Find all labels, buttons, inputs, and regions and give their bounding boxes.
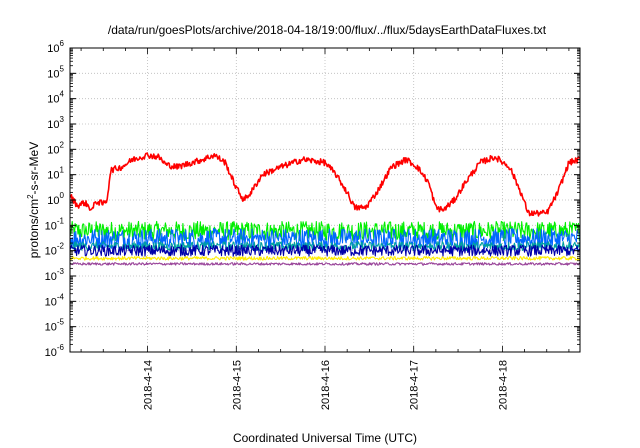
y-tick-exponent: -1: [57, 216, 65, 225]
y-tick-exponent: 4: [60, 90, 65, 99]
y-tick-exponent: 5: [60, 64, 65, 73]
y-tick-exponent: 0: [60, 191, 65, 200]
y-tick-base: 10: [47, 43, 59, 55]
y-tick-label: 10-3: [45, 267, 65, 283]
y-tick-label: 10-5: [45, 318, 65, 334]
y-tick-exponent: -2: [57, 242, 65, 251]
y-tick-base: 10: [45, 322, 57, 334]
y-axis-label: protons/cm2-s-sr-MeV: [26, 142, 41, 258]
series-line-5: [69, 255, 581, 261]
y-tick-exponent: 2: [60, 140, 65, 149]
x-tick-label: 2018-4-18: [497, 360, 509, 410]
y-tick-base: 10: [47, 68, 59, 80]
x-axis-label: Coordinated Universal Time (UTC): [233, 431, 417, 445]
y-tick-label: 100: [47, 191, 64, 207]
y-tick-label: 10-4: [45, 292, 65, 308]
y-tick-base: 10: [47, 170, 59, 182]
y-tick-exponent: -6: [57, 343, 65, 352]
x-tick-label: 2018-4-15: [231, 360, 243, 410]
y-tick-label: 10-2: [45, 242, 65, 258]
y-tick-exponent: 6: [60, 39, 65, 48]
y-tick-base: 10: [47, 144, 59, 156]
y-tick-base: 10: [45, 271, 57, 283]
series-lines: [69, 152, 581, 266]
series-line-4: [69, 244, 581, 257]
grid-lines: [70, 48, 580, 352]
y-tick-base: 10: [47, 119, 59, 131]
y-tick-base: 10: [45, 246, 57, 258]
y-tick-exponent: -3: [57, 267, 65, 276]
y-tick-exponent: -4: [57, 292, 65, 301]
series-line-2: [69, 227, 581, 250]
y-tick-base: 10: [45, 220, 57, 232]
y-tick-base: 10: [47, 195, 59, 207]
y-axis-label-group: protons/cm2-s-sr-MeV: [26, 142, 41, 258]
x-tick-label: 2018-4-17: [409, 360, 421, 410]
y-tick-label: 10-6: [45, 343, 65, 359]
x-tick-label: 2018-4-16: [320, 360, 332, 410]
y-tick-label: 104: [47, 90, 64, 106]
axis-ticks: 10610510410310210110010-110-210-310-410-…: [45, 39, 580, 410]
series-line-6: [69, 262, 581, 266]
y-tick-label: 105: [47, 64, 64, 80]
y-tick-label: 106: [47, 39, 64, 55]
y-tick-base: 10: [47, 94, 59, 106]
y-tick-label: 102: [47, 140, 64, 156]
y-tick-label: 103: [47, 115, 64, 131]
x-tick-label: 2018-4-14: [143, 360, 155, 410]
y-tick-label: 101: [47, 166, 64, 182]
y-tick-base: 10: [45, 296, 57, 308]
y-tick-exponent: -5: [57, 318, 65, 327]
y-tick-exponent: 1: [60, 166, 65, 175]
series-line-0: [69, 152, 581, 217]
y-tick-exponent: 3: [60, 115, 65, 124]
chart-title: /data/run/goesPlots/archive/2018-04-18/1…: [108, 23, 547, 37]
y-tick-base: 10: [45, 347, 57, 359]
y-tick-label: 10-1: [45, 216, 65, 232]
